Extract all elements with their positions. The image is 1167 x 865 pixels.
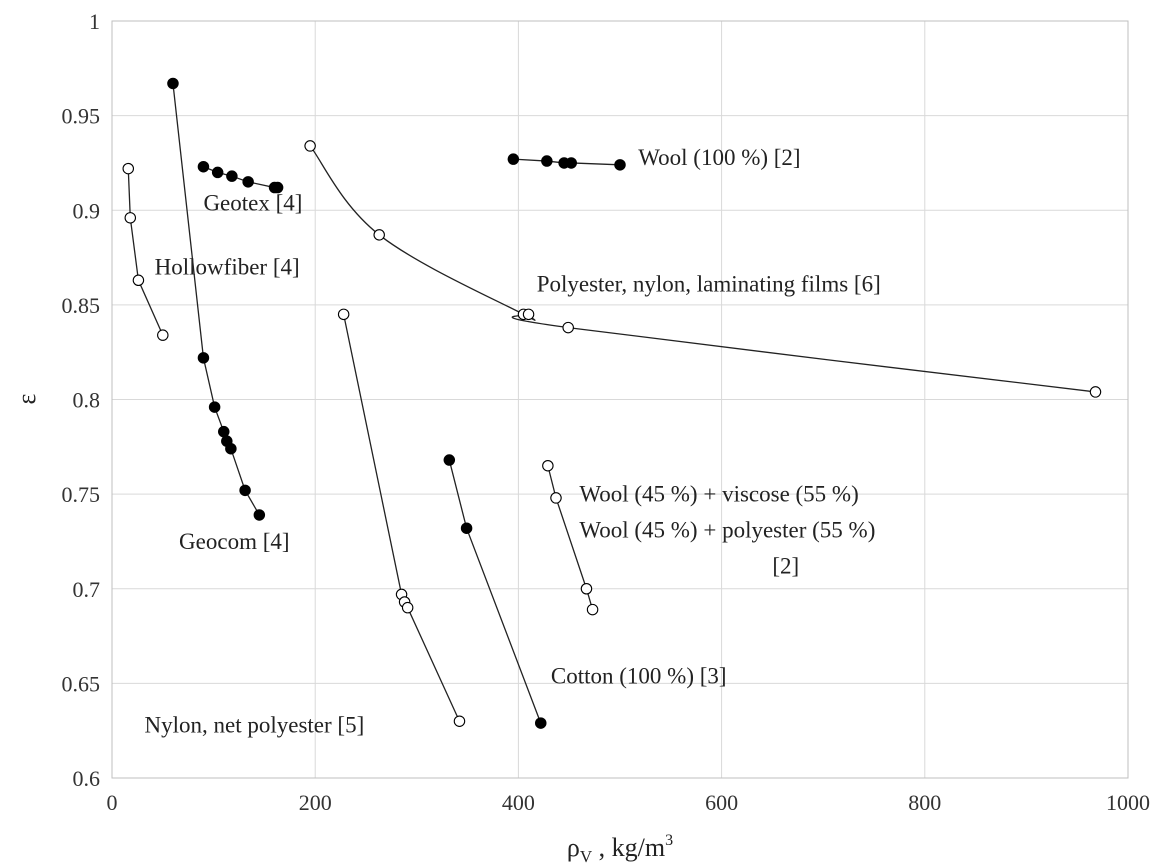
data-point	[253, 509, 266, 521]
data-point	[542, 459, 554, 472]
data-point	[167, 77, 179, 90]
data-point	[197, 160, 210, 173]
annotations: Wool (100 %) [2] Geotex [4] Hollowfiber [4…	[145, 145, 881, 738]
data-point	[239, 484, 251, 497]
data-point	[218, 425, 230, 438]
data-point	[522, 308, 535, 321]
series-layer	[122, 77, 1102, 729]
x-axis-label-sup: 3	[665, 832, 673, 849]
x-tick-label: 200	[299, 790, 332, 815]
y-tick-label: 0.6	[73, 766, 101, 791]
data-point	[550, 492, 562, 504]
data-point	[242, 176, 254, 188]
data-point	[225, 442, 237, 455]
y-tick-label: 0.75	[62, 482, 101, 507]
data-point	[562, 321, 574, 334]
series-hollowfiber	[122, 162, 169, 341]
annotation-label: Wool (100 %) [2]	[638, 145, 800, 170]
series-geotex	[197, 160, 284, 194]
y-tick-label: 0.8	[73, 388, 101, 413]
series-geocom	[167, 77, 266, 521]
data-point	[132, 274, 145, 287]
y-tick-label: 0.65	[62, 671, 101, 696]
annotation-label: Polyester, nylon, laminating films [6]	[537, 272, 881, 297]
series-line	[172, 83, 260, 516]
series-line	[127, 168, 164, 336]
data-point	[304, 140, 316, 152]
data-point	[271, 181, 284, 194]
annotation-label: Nylon, net polyester [5]	[145, 713, 365, 738]
data-point	[541, 155, 553, 167]
x-tick-label: 1000	[1106, 790, 1150, 815]
series-line	[547, 465, 594, 610]
x-tick-label: 600	[705, 790, 738, 815]
y-axis-label: ε	[12, 393, 41, 404]
data-point	[565, 157, 577, 169]
annotation-label: Wool (45 %) + viscose (55 %)	[579, 482, 858, 507]
x-tick-label: 0	[107, 790, 118, 815]
x-axis-label-rest: , kg/m	[592, 833, 665, 862]
annotation-label: [2]	[772, 554, 799, 579]
series-nylon-net-polyester	[337, 308, 466, 727]
data-point	[226, 170, 238, 182]
data-point	[373, 229, 385, 241]
data-point	[401, 601, 414, 614]
x-axis-label: ρV , kg/m3	[567, 832, 673, 865]
data-point	[453, 715, 466, 727]
data-point	[124, 212, 137, 224]
series-wool-100	[507, 153, 626, 171]
annotation-label: Geotex [4]	[203, 190, 302, 215]
data-point	[208, 401, 221, 413]
data-point	[460, 522, 473, 534]
y-tick-label: 0.95	[62, 104, 101, 129]
data-point	[614, 159, 626, 171]
data-point	[1089, 386, 1102, 398]
tick-labels: 0.6 0.65 0.7 0.75 0.8 0.85 0.9 0.95 1 0 200 400 600 8…	[62, 9, 1151, 815]
y-tick-label: 0.85	[62, 293, 101, 318]
series-line	[343, 314, 461, 722]
y-tick-label: 1	[89, 9, 100, 34]
data-point	[337, 308, 350, 321]
data-point	[507, 153, 520, 165]
series-cotton-100	[443, 454, 547, 729]
data-point	[535, 717, 547, 729]
data-point	[122, 162, 135, 175]
data-point	[443, 454, 456, 466]
x-tick-label: 800	[908, 790, 941, 815]
data-point	[586, 603, 599, 616]
series-wool-viscose-polyester	[542, 459, 599, 616]
annotation-label: Geocom [4]	[179, 529, 290, 554]
data-point	[197, 352, 210, 364]
data-point	[211, 166, 224, 179]
series-line	[309, 145, 1096, 393]
data-point	[157, 329, 169, 341]
x-axis-label-sub: V	[580, 847, 593, 865]
y-tick-label: 0.7	[73, 577, 101, 602]
series-polyester-nylon-films	[304, 140, 1102, 398]
x-tick-label: 400	[502, 790, 535, 815]
y-tick-label: 0.9	[73, 198, 101, 223]
data-point	[580, 582, 593, 595]
annotation-label: Hollowfiber [4]	[155, 255, 300, 280]
plot-area-frame	[111, 20, 1129, 779]
x-axis-label-main: ρ	[567, 833, 580, 862]
annotation-label: Cotton (100 %) [3]	[551, 663, 727, 688]
annotation-label: Wool (45 %) + polyester (55 %)	[579, 518, 875, 543]
